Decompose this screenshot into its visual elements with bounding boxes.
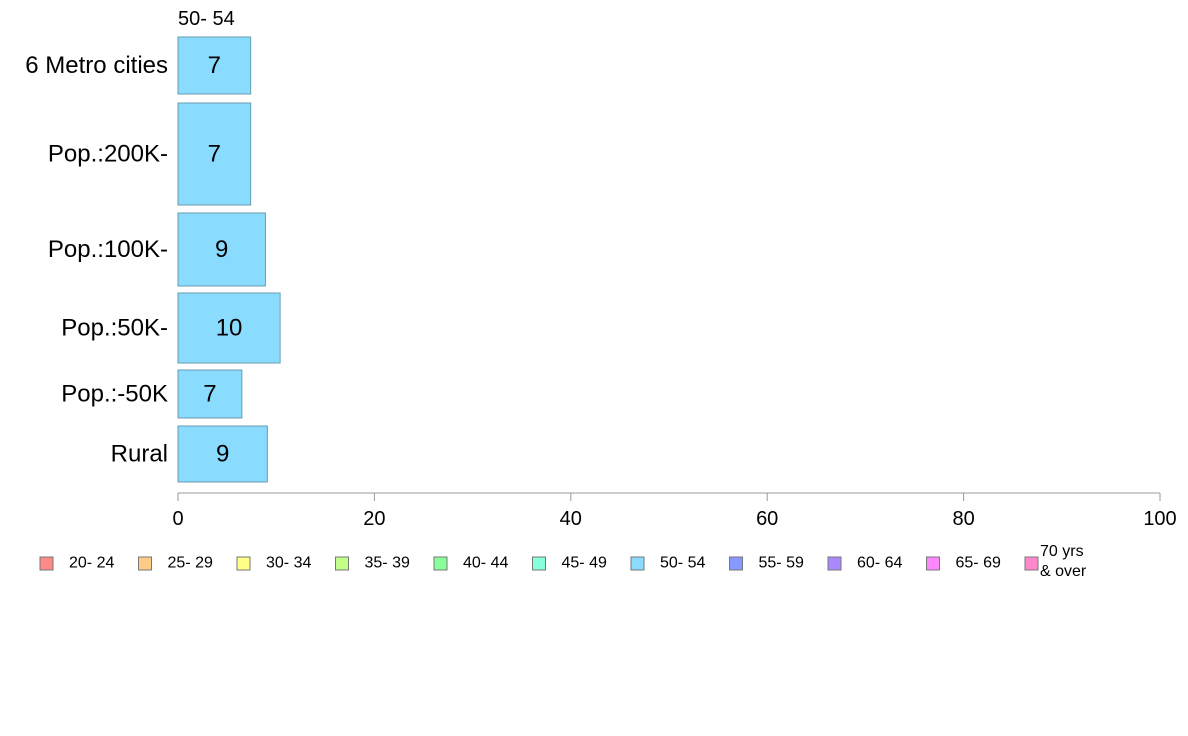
legend-swatch [335,556,349,571]
x-axis: 0 20 40 60 80 100 [172,492,1177,530]
legend-label: 30- 34 [266,555,311,572]
legend-label: 20- 24 [69,555,114,572]
category-label: Pop.:-50K [61,381,168,408]
legend-label: 55- 59 [759,555,804,572]
x-tick-label: 60 [756,508,778,530]
legend-swatch [729,556,743,571]
legend-swatch [433,556,448,571]
x-tick-label: 80 [952,508,974,530]
legend-swatch [532,556,546,571]
bar [177,212,266,287]
bar [177,292,281,364]
series-label: 50- 54 [178,8,235,30]
data-label: 9 [215,236,228,263]
bar [177,369,243,419]
bars-group: 7 7 9 10 7 9 [177,36,281,483]
bar [177,36,252,95]
legend-swatch [39,556,54,571]
bar [177,102,252,206]
category-label: Pop.:100K- [48,236,168,263]
data-label: 7 [203,381,216,408]
legend-swatch [236,556,251,571]
x-tick-label: 100 [1143,508,1176,530]
x-tick-label: 0 [172,508,183,530]
data-label: 9 [216,441,229,468]
category-labels-group: 6 Metro cities Pop.:200K- Pop.:100K- Pop.:5… [25,52,168,468]
legend-label: 45- 49 [562,555,607,572]
category-label: Pop.:50K- [61,315,168,342]
bar [177,425,268,483]
legend-swatch [138,556,152,571]
category-label: Pop.:200K- [48,141,168,168]
legend-swatch [630,556,645,571]
legend-label: 35- 39 [365,555,410,572]
x-tick-label: 20 [363,508,385,530]
legend: 20- 24 25- 29 30- 34 35- 39 40- 44 45- 49 50- … [39,543,1087,580]
data-label: 10 [216,315,243,342]
category-label: Rural [111,441,168,468]
x-tick-label: 40 [560,508,582,530]
legend-label: 70 yrs & over [1040,543,1087,580]
legend-label: 25- 29 [168,555,213,572]
legend-label: 50- 54 [660,555,705,572]
data-label: 7 [208,52,221,79]
legend-label: 60- 64 [857,555,902,572]
legend-swatch [827,556,842,571]
data-label: 7 [208,141,221,168]
legend-swatch [926,556,940,571]
legend-swatch [1024,556,1039,571]
legend-label: 65- 69 [956,555,1001,572]
legend-label: 40- 44 [463,555,508,572]
category-label: 6 Metro cities [25,52,168,79]
